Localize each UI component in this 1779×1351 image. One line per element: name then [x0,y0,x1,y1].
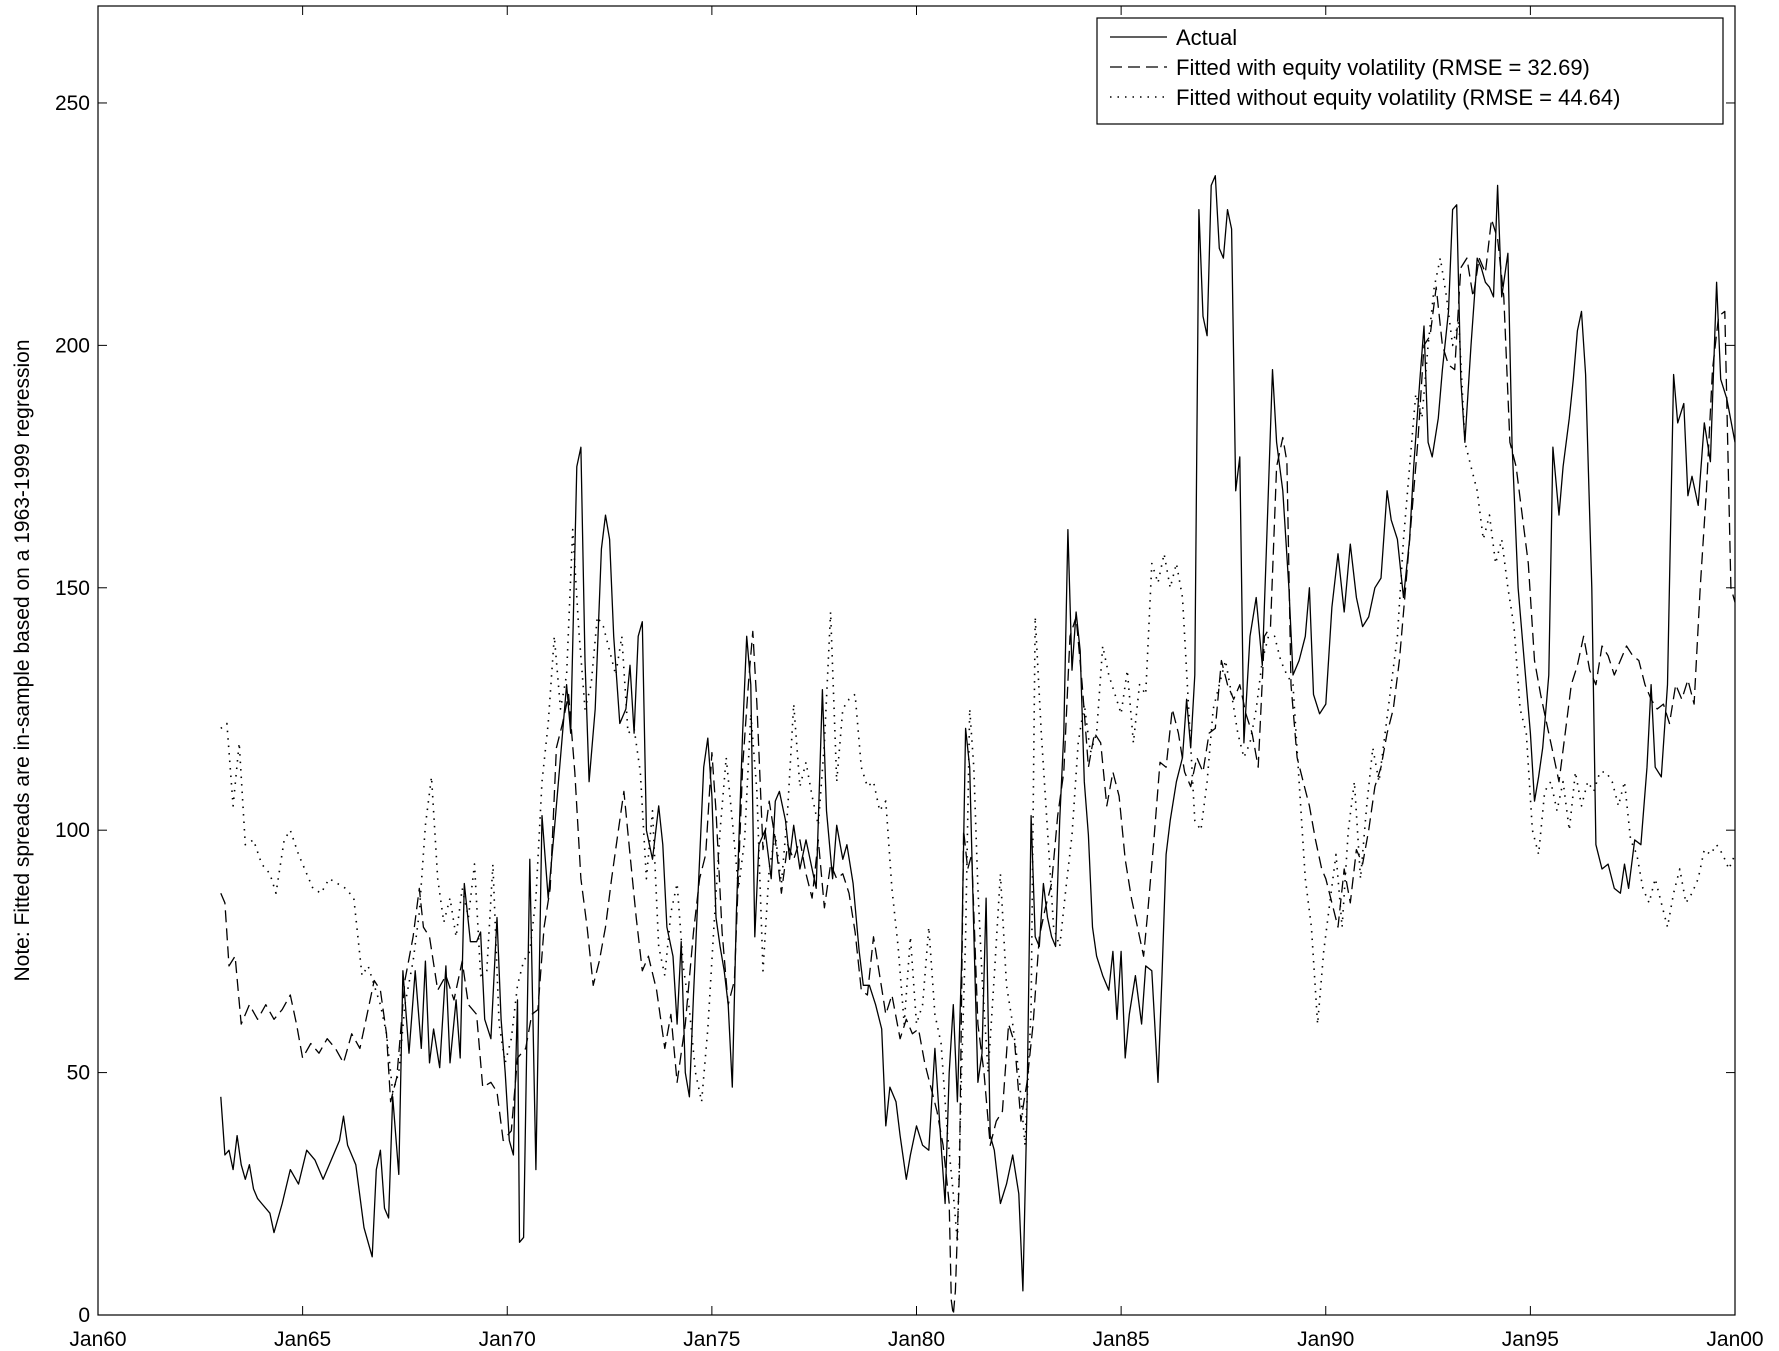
x-tick-label: Jan00 [1706,1328,1763,1351]
x-tick-label: Jan85 [1093,1328,1150,1351]
y-tick-label: 100 [55,819,90,842]
y-tick-label: 150 [55,577,90,600]
x-tick-label: Jan70 [479,1328,536,1351]
y-tick-label: 200 [55,334,90,357]
y-tick-label: 50 [67,1062,90,1085]
legend-label-2: Fitted with equity volatility (RMSE = 32… [1176,55,1590,80]
y-axis: 0 50 100 150 200 250 [55,92,1735,1327]
x-tick-label: Jan75 [683,1328,740,1351]
x-tick-label: Jan80 [888,1328,945,1351]
y-tick-label: 250 [55,92,90,115]
x-tick-label: Jan60 [69,1328,126,1351]
series-line-3 [220,257,1736,1244]
x-tick-label: Jan95 [1502,1328,1559,1351]
x-tick-label: Jan90 [1297,1328,1354,1351]
legend-label-1: Actual [1176,25,1237,50]
series-line-2 [220,218,1736,1316]
x-tick-label: Jan65 [274,1328,331,1351]
legend-label-3: Fitted without equity volatility (RMSE =… [1176,85,1620,110]
series-layer [220,175,1736,1316]
legend-box [1096,17,1724,125]
y-axis-label: Note: Fitted spreads are in-sample based… [11,339,34,981]
series-line-1 [220,175,1736,1292]
y-tick-label: 0 [78,1304,90,1327]
legend: Actual Fitted with equity volatility (RMS… [1096,17,1724,125]
x-axis: Jan60 Jan65 Jan70 Jan75 Jan80 Jan85 Jan90 Jan95… [69,6,1764,1351]
